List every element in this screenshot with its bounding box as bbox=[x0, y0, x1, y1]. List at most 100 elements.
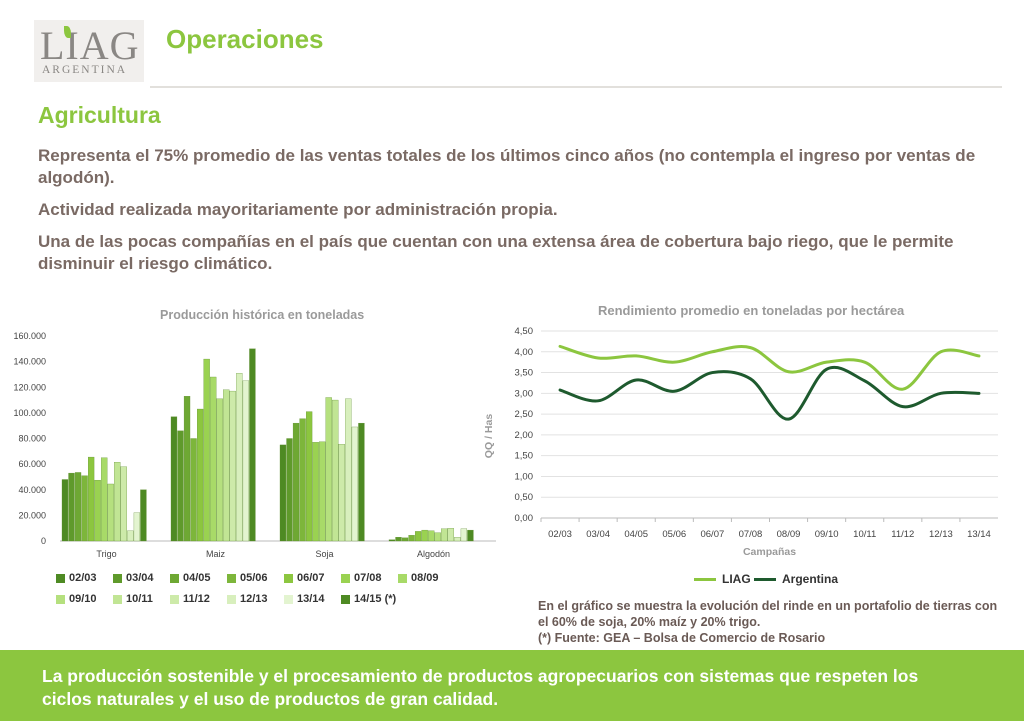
legend-label: 05/06 bbox=[240, 572, 268, 584]
legend-label: Argentina bbox=[782, 572, 839, 586]
legend-item-argentina: Argentina bbox=[754, 572, 838, 586]
paragraph-irrigation: Una de las pocas compañías en el país qu… bbox=[38, 232, 954, 273]
bar-soja-0809 bbox=[319, 441, 326, 542]
bar-algodón-0405 bbox=[401, 537, 409, 542]
bar-soja-0910 bbox=[325, 397, 332, 542]
x-tick-label: Maiz bbox=[206, 549, 226, 559]
legend-label: LIAG bbox=[722, 572, 751, 586]
bar-maiz-0203 bbox=[170, 416, 178, 542]
x-tick-label: 08/09 bbox=[777, 529, 801, 540]
legend-item: 05/06 bbox=[227, 572, 268, 584]
y-tick-label: 20.000 bbox=[18, 510, 46, 520]
bar-trigo-1112 bbox=[120, 466, 127, 542]
page-title: Operaciones bbox=[166, 24, 324, 54]
bar-algodón-1011 bbox=[441, 528, 448, 542]
legend-label: 07/08 bbox=[354, 572, 382, 584]
bar-soja-0506 bbox=[299, 418, 306, 542]
bar-trigo-1415 bbox=[140, 489, 147, 542]
bar-trigo-0708 bbox=[94, 479, 101, 542]
legend-item: 07/08 bbox=[341, 572, 382, 584]
x-tick-label: 03/04 bbox=[586, 529, 610, 540]
legend-line-swatch bbox=[754, 577, 776, 581]
bar-maiz-1213 bbox=[236, 373, 243, 542]
production-chart-title: Producción histórica en toneladas bbox=[160, 308, 365, 322]
y-tick-label: 3,50 bbox=[515, 368, 534, 379]
bar-soja-1213 bbox=[345, 398, 352, 542]
legend-item: 12/13 bbox=[227, 593, 268, 605]
y-tick-label: 2,50 bbox=[515, 409, 534, 420]
x-tick-label: Algodón bbox=[417, 549, 450, 559]
y-tick-label: 160.000 bbox=[13, 331, 46, 341]
legend-swatch bbox=[56, 573, 65, 583]
legend-item: 11/12 bbox=[170, 593, 210, 605]
bar-trigo-0506 bbox=[81, 475, 88, 542]
bar-maiz-1112 bbox=[229, 390, 236, 542]
footer-text: La producción sostenible y el procesamie… bbox=[42, 666, 919, 709]
x-tick-label: 06/07 bbox=[700, 529, 724, 540]
y-tick-label: 2,00 bbox=[515, 430, 534, 441]
chart-note: En el gráfico se muestra la evolución de… bbox=[538, 598, 1008, 646]
bar-soja-0708 bbox=[312, 442, 319, 542]
bar-trigo-1011 bbox=[114, 462, 121, 542]
x-tick-label: Soja bbox=[315, 549, 333, 559]
x-tick-label: 05/06 bbox=[662, 529, 686, 540]
legend-swatch bbox=[113, 573, 122, 583]
legend-swatch bbox=[284, 594, 293, 604]
bar-soja-0203 bbox=[279, 444, 287, 542]
bar-maiz-1314 bbox=[242, 380, 250, 542]
legend-item: 02/03 bbox=[56, 572, 97, 584]
bar-algodón-0607 bbox=[415, 531, 422, 542]
bar-trigo-0405 bbox=[74, 472, 82, 542]
legend-swatch bbox=[227, 594, 236, 604]
logo-wordmark: LIAG bbox=[40, 23, 140, 68]
legend-swatch bbox=[56, 594, 65, 604]
bar-trigo-0304 bbox=[68, 472, 75, 542]
bar-maiz-1011 bbox=[223, 389, 230, 542]
bar-algodón-1415 bbox=[467, 529, 474, 542]
y-axis-title: QQ / Has bbox=[483, 414, 495, 459]
legend-line-swatch bbox=[694, 577, 716, 581]
y-tick-label: 4,00 bbox=[515, 347, 534, 358]
x-tick-label: 12/13 bbox=[929, 529, 953, 540]
yield-chart-title: Rendimiento promedio en toneladas por he… bbox=[598, 303, 905, 318]
y-tick-label: 3,00 bbox=[515, 388, 534, 399]
legend-swatch bbox=[170, 594, 179, 604]
footer-band bbox=[0, 650, 1024, 721]
logo-subtext: ARGENTINA bbox=[42, 64, 128, 76]
legend-label: 09/10 bbox=[69, 593, 97, 605]
legend-swatch bbox=[170, 573, 179, 583]
bar-maiz-0607 bbox=[197, 408, 204, 542]
y-tick-label: 1,00 bbox=[515, 471, 534, 482]
bar-trigo-0910 bbox=[107, 483, 114, 542]
bar-soja-1011 bbox=[332, 399, 339, 542]
chart-note-source: (*) Fuente: GEA – Bolsa de Comercio de R… bbox=[538, 631, 826, 645]
legend-swatch bbox=[398, 573, 407, 583]
bar-algodón-0304 bbox=[395, 537, 402, 542]
y-tick-label: 0 bbox=[41, 536, 46, 546]
legend-label: 03/04 bbox=[126, 572, 154, 584]
legend-label: 02/03 bbox=[69, 572, 97, 584]
legend-item: 09/10 bbox=[56, 593, 97, 605]
chart-note-description: En el gráfico se muestra la evolución de… bbox=[538, 599, 998, 629]
bar-maiz-1415 bbox=[249, 348, 256, 542]
bar-maiz-0506 bbox=[190, 438, 197, 542]
paragraph-administration: Actividad realizada mayoritariamente por… bbox=[38, 200, 558, 219]
y-tick-label: 100.000 bbox=[13, 408, 46, 418]
legend-swatch bbox=[341, 573, 350, 583]
legend-item-liag: LIAG bbox=[694, 572, 751, 586]
bar-algodón-0506 bbox=[408, 535, 415, 542]
x-tick-label: 04/05 bbox=[624, 529, 648, 540]
bar-algodón-0910 bbox=[434, 532, 441, 542]
paragraph-sales-share: Representa el 75% promedio de las ventas… bbox=[38, 146, 976, 187]
y-tick-label: 4,50 bbox=[515, 326, 534, 337]
bar-algodón-1213 bbox=[454, 537, 461, 542]
bar-trigo-1213 bbox=[127, 530, 134, 542]
bar-soja-0405 bbox=[292, 422, 300, 542]
x-tick-label: 07/08 bbox=[739, 529, 763, 540]
bar-soja-1314 bbox=[351, 426, 359, 542]
y-tick-label: 120.000 bbox=[13, 382, 46, 392]
legend-label: 08/09 bbox=[411, 572, 439, 584]
bar-soja-1112 bbox=[338, 444, 345, 542]
bar-algodón-1112 bbox=[447, 528, 454, 542]
